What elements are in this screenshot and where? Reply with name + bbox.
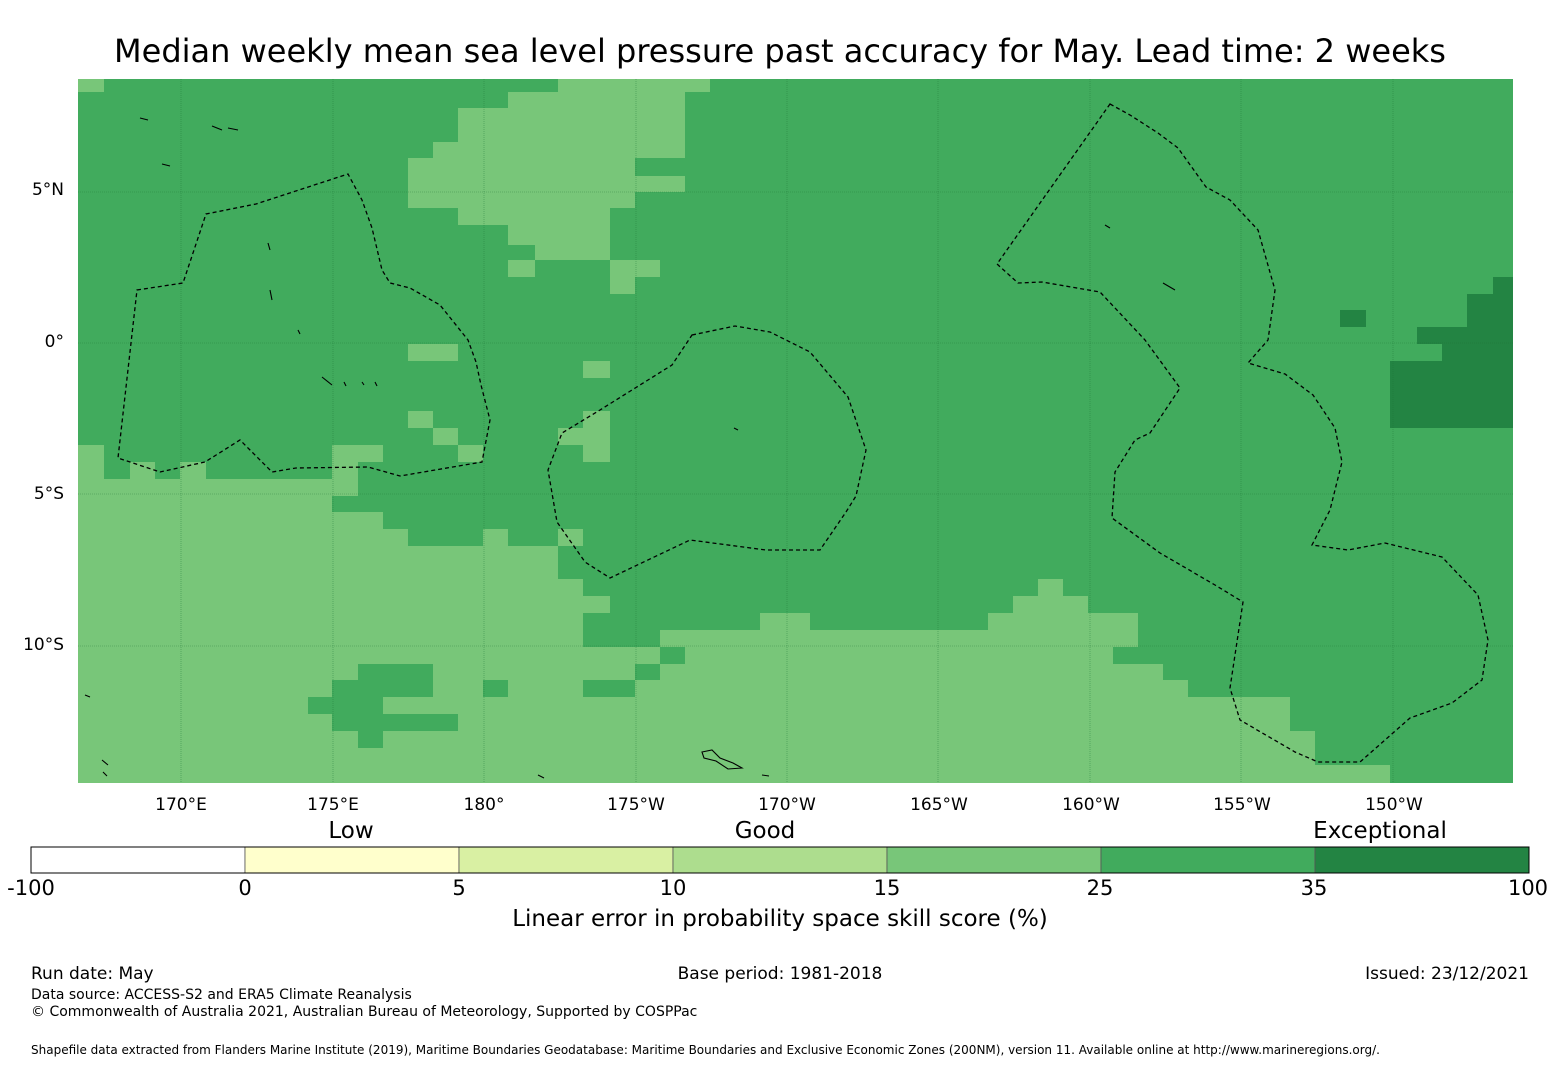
lon-tick-165w: 165°W [910,795,968,815]
lat-tick-10s: 10°S [23,635,64,655]
skill-region-15-25 [1365,765,1390,783]
colorbar-tick: 10 [659,876,687,900]
colorbar-tick: 15 [873,876,901,900]
colorbar-segment [886,846,1102,874]
shapefile-credit: Shapefile data extracted from Flanders M… [31,1043,1380,1057]
colorbar-tick: 100 [1507,876,1549,900]
category-low: Low [328,818,374,844]
eez-boundary-east [996,103,1489,763]
skill-region-15-25 [1240,697,1290,714]
base-period: Base period: 1981-2018 [677,964,883,984]
eez-boundaries [117,103,1489,763]
colorbar-segment [30,846,246,874]
skill-region-15-25 [583,361,610,378]
colorbar-tick: 35 [1300,876,1328,900]
lon-tick-160w: 160°W [1062,795,1120,815]
skill-region-15-25 [78,79,104,92]
coastlines [84,117,1176,779]
skill-region-35-100 [1390,277,1513,428]
skill-region-15-25 [558,411,610,462]
colorbar-segment [1314,846,1530,874]
lon-tick-170e: 170°E [155,795,207,815]
colorbar-label: Linear error in probability space skill … [512,906,1048,932]
skill-region-15-25 [408,79,710,260]
skill-region-15-25 [610,260,660,294]
colorbar [30,846,1530,874]
skill-region-25-35 [308,697,332,714]
graticule [78,79,1513,783]
skill-region-25-35 [332,680,433,697]
data-source: Data source: ACCESS-S2 and ERA5 Climate … [31,987,412,1003]
colorbar-segment [244,846,460,874]
skill-region-15-25 [558,529,583,546]
lat-tick-5n: 5°N [31,180,64,200]
lon-tick-170w: 170°W [758,795,816,815]
colorbar-tick: 25 [1086,876,1114,900]
islet [84,117,1176,779]
lat-tick-0: 0° [44,332,64,352]
skill-region-15-25 [458,445,483,462]
eez-boundary-west [117,173,491,477]
skill-region-15-25 [508,260,535,277]
colorbar-segment [1100,846,1316,874]
lon-tick-175e: 175°E [307,795,359,815]
issued-date: Issued: 23/12/2021 [1365,964,1529,984]
skill-region-25-35 [483,680,508,697]
skill-region-25-35 [358,664,433,680]
skill-region-25-35 [635,664,660,680]
lon-tick-155w: 155°W [1213,795,1271,815]
colorbar-tick: -100 [7,876,55,900]
skill-region-25-35 [383,714,458,731]
chart-title: Median weekly mean sea level pressure pa… [114,32,1446,70]
skill-region-15-25 [408,344,458,361]
skill-region-25-35 [660,647,685,664]
skill-region-15-25 [78,445,1365,783]
category-exceptional: Exceptional [1313,818,1447,844]
colorbar-segment [458,846,674,874]
skill-region-25-35 [583,680,635,697]
skill-cells [78,79,1513,783]
lat-tick-5s: 5°S [33,484,64,504]
lon-tick-175w: 175°W [607,795,665,815]
samoa-island [701,749,744,770]
colorbar-tick: 0 [238,876,252,900]
copyright: © Commonwealth of Australia 2021, Austra… [31,1004,698,1020]
skill-region-25-35 [358,731,383,748]
lon-tick-150w: 150°W [1365,795,1423,815]
run-date: Run date: May [31,964,154,984]
category-good: Good [734,818,796,844]
lon-tick-180: 180° [463,795,505,815]
skill-region-15-25 [635,176,685,192]
skill-region-15-25 [408,411,458,445]
colorbar-segment [672,846,888,874]
colorbar-tick: 5 [452,876,466,900]
skill-region-25-35 [332,697,383,731]
colorbar-outline [30,846,1530,874]
skill-region-35-100 [1340,310,1366,327]
